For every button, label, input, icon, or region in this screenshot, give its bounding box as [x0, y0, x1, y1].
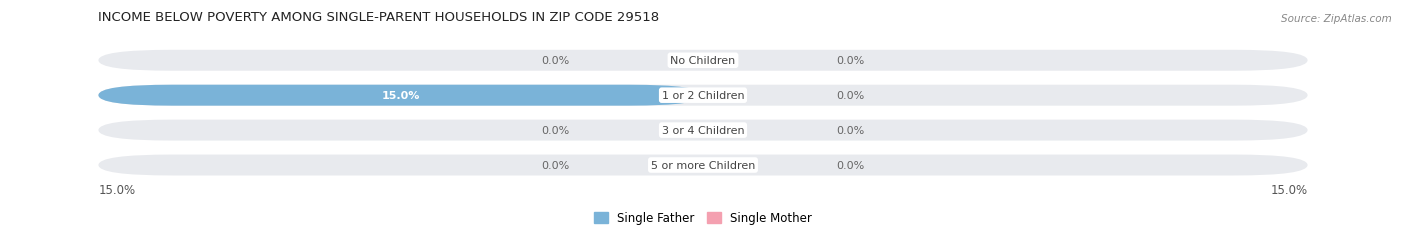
- Text: 0.0%: 0.0%: [541, 56, 569, 66]
- FancyBboxPatch shape: [98, 120, 1308, 141]
- Text: 15.0%: 15.0%: [381, 91, 420, 101]
- Text: 0.0%: 0.0%: [837, 125, 865, 136]
- Text: 3 or 4 Children: 3 or 4 Children: [662, 125, 744, 136]
- Text: Source: ZipAtlas.com: Source: ZipAtlas.com: [1281, 14, 1392, 24]
- Text: 0.0%: 0.0%: [837, 91, 865, 101]
- Text: 1 or 2 Children: 1 or 2 Children: [662, 91, 744, 101]
- FancyBboxPatch shape: [98, 85, 1308, 106]
- FancyBboxPatch shape: [98, 85, 703, 106]
- Text: 0.0%: 0.0%: [541, 160, 569, 170]
- Text: 15.0%: 15.0%: [1271, 184, 1308, 197]
- Text: 5 or more Children: 5 or more Children: [651, 160, 755, 170]
- Text: 0.0%: 0.0%: [541, 125, 569, 136]
- Text: 0.0%: 0.0%: [837, 56, 865, 66]
- Text: 15.0%: 15.0%: [98, 184, 135, 197]
- Legend: Single Father, Single Mother: Single Father, Single Mother: [593, 212, 813, 225]
- Text: INCOME BELOW POVERTY AMONG SINGLE-PARENT HOUSEHOLDS IN ZIP CODE 29518: INCOME BELOW POVERTY AMONG SINGLE-PARENT…: [98, 11, 659, 24]
- Text: 0.0%: 0.0%: [837, 160, 865, 170]
- FancyBboxPatch shape: [98, 155, 1308, 176]
- FancyBboxPatch shape: [98, 51, 1308, 71]
- Text: No Children: No Children: [671, 56, 735, 66]
